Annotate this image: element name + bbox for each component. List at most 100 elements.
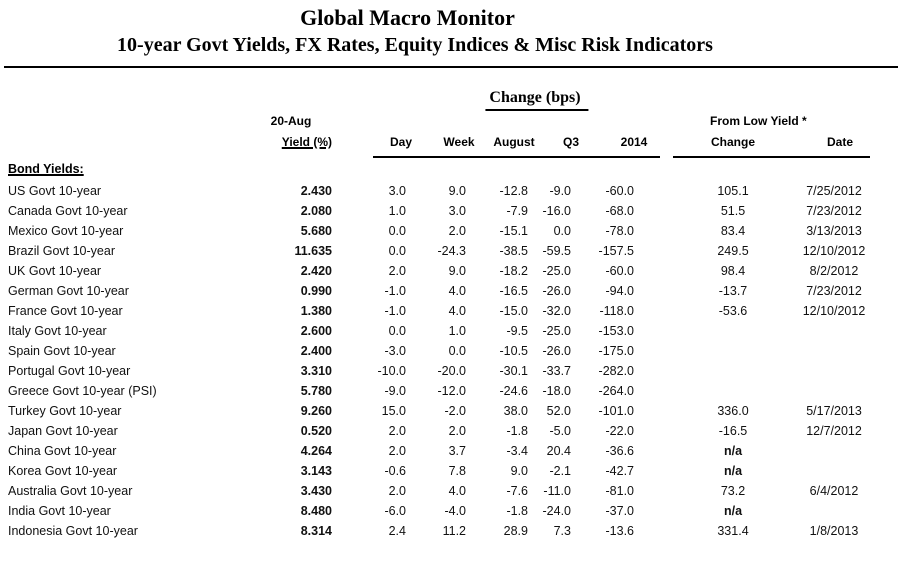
cell-week: 4.0 bbox=[448, 304, 466, 318]
cell-name: UK Govt 10-year bbox=[8, 264, 102, 278]
table-row: Australia Govt 10-year 3.430 2.0 4.0 -7.6 -11… bbox=[0, 481, 906, 501]
cell-yield: 9.260 bbox=[300, 404, 332, 418]
table-row: Portugal Govt 10-year 3.310 -10.0 -20.0 -30.… bbox=[0, 361, 906, 381]
cell-yield: 5.680 bbox=[300, 224, 332, 238]
cell-chg: 331.4 bbox=[717, 524, 749, 538]
cell-name: Canada Govt 10-year bbox=[8, 204, 128, 218]
cell-y2014: -264.0 bbox=[598, 384, 634, 398]
cell-week: 4.0 bbox=[448, 484, 466, 498]
cell-y2014: -60.0 bbox=[605, 264, 635, 278]
cell-date: 1/8/2013 bbox=[809, 524, 859, 538]
cell-chg: n/a bbox=[723, 444, 743, 458]
header-underline-change-group bbox=[373, 156, 660, 158]
cell-name: Italy Govt 10-year bbox=[8, 324, 107, 338]
col-header-change: Change bbox=[710, 135, 756, 149]
cell-week: 11.2 bbox=[442, 524, 466, 538]
cell-aug: -10.5 bbox=[499, 344, 529, 358]
cell-aug: 28.9 bbox=[503, 524, 528, 538]
cell-chg: -53.6 bbox=[718, 304, 748, 318]
col-header-date: Date bbox=[826, 135, 854, 149]
cell-y2014: -42.7 bbox=[605, 464, 635, 478]
cell-q3: -25.0 bbox=[542, 264, 572, 278]
col-header-q3: Q3 bbox=[562, 135, 580, 149]
cell-day: 1.0 bbox=[388, 204, 406, 218]
cell-y2014: -118.0 bbox=[599, 304, 634, 318]
cell-name: China Govt 10-year bbox=[8, 444, 117, 458]
cell-y2014: -94.0 bbox=[605, 284, 635, 298]
cell-week: 4.0 bbox=[448, 284, 466, 298]
cell-q3: -5.0 bbox=[549, 424, 571, 438]
cell-y2014: -22.0 bbox=[605, 424, 635, 438]
table-row: Mexico Govt 10-year 5.680 0.0 2.0 -15.1 0.0 -7… bbox=[0, 221, 906, 241]
cell-day: 3.0 bbox=[388, 184, 406, 198]
cell-day: 0.0 bbox=[388, 324, 406, 338]
cell-day: 15.0 bbox=[381, 404, 406, 418]
cell-y2014: -37.0 bbox=[605, 504, 635, 518]
cell-yield: 0.990 bbox=[300, 284, 332, 298]
cell-week: -2.0 bbox=[444, 404, 466, 418]
cell-q3: -24.0 bbox=[542, 504, 572, 518]
cell-y2014: -13.6 bbox=[605, 524, 635, 538]
cell-week: 0.0 bbox=[448, 344, 466, 358]
cell-y2014: -36.6 bbox=[605, 444, 635, 458]
cell-week: 7.8 bbox=[448, 464, 466, 478]
cell-y2014: -157.5 bbox=[598, 244, 634, 258]
cell-day: -10.0 bbox=[377, 364, 407, 378]
cell-date: 7/23/2012 bbox=[806, 204, 862, 218]
cell-q3: 0.0 bbox=[553, 224, 571, 238]
cell-yield: 1.380 bbox=[300, 304, 332, 318]
table-row: UK Govt 10-year 2.420 2.0 9.0 -18.2 -25.0 -60.… bbox=[0, 261, 906, 281]
cell-week: 3.0 bbox=[448, 204, 466, 218]
title-rule bbox=[4, 66, 898, 68]
cell-aug: -1.8 bbox=[506, 504, 528, 518]
col-header-2014: 2014 bbox=[620, 135, 648, 149]
yields-table: US Govt 10-year 2.430 3.0 9.0 -12.8 -9.0 -60.0… bbox=[0, 181, 906, 541]
cell-day: 2.0 bbox=[388, 424, 406, 438]
cell-day: -1.0 bbox=[384, 304, 406, 318]
col-header-august: August bbox=[493, 135, 535, 149]
cell-q3: -2.1 bbox=[549, 464, 571, 478]
cell-chg: -16.5 bbox=[718, 424, 748, 438]
cell-q3: -16.0 bbox=[542, 204, 572, 218]
cell-date: 8/2/2012 bbox=[809, 264, 859, 278]
cell-name: Japan Govt 10-year bbox=[8, 424, 118, 438]
cell-aug: -16.5 bbox=[499, 284, 529, 298]
cell-chg: 51.5 bbox=[720, 204, 746, 218]
cell-chg: 73.2 bbox=[720, 484, 746, 498]
col-header-week: Week bbox=[443, 135, 475, 149]
cell-aug: -15.1 bbox=[499, 224, 529, 238]
cell-day: -3.0 bbox=[384, 344, 406, 358]
header-underline-from-low-group bbox=[673, 156, 870, 158]
cell-aug: -7.9 bbox=[506, 204, 528, 218]
cell-week: 2.0 bbox=[448, 424, 466, 438]
cell-yield: 3.430 bbox=[300, 484, 332, 498]
table-row: Brazil Govt 10-year 11.635 0.0 -24.3 -38.5 -5… bbox=[0, 241, 906, 261]
cell-day: -6.0 bbox=[384, 504, 406, 518]
table-row: US Govt 10-year 2.430 3.0 9.0 -12.8 -9.0 -60.0… bbox=[0, 181, 906, 201]
cell-name: Portugal Govt 10-year bbox=[8, 364, 131, 378]
cell-date: 7/23/2012 bbox=[806, 284, 862, 298]
cell-day: -9.0 bbox=[384, 384, 406, 398]
cell-q3: 52.0 bbox=[546, 404, 571, 418]
cell-q3: -59.5 bbox=[542, 244, 572, 258]
cell-week: -20.0 bbox=[437, 364, 467, 378]
table-row: China Govt 10-year 4.264 2.0 3.7 -3.4 20.4 -36… bbox=[0, 441, 906, 461]
cell-date: 12/10/2012 bbox=[802, 304, 866, 318]
table-row: India Govt 10-year 8.480 -6.0 -4.0 -1.8 -24.0… bbox=[0, 501, 906, 521]
cell-yield: 11.635 bbox=[294, 244, 332, 258]
cell-name: Mexico Govt 10-year bbox=[8, 224, 124, 238]
cell-yield: 5.780 bbox=[300, 384, 332, 398]
cell-yield: 0.520 bbox=[300, 424, 332, 438]
cell-week: 1.0 bbox=[448, 324, 466, 338]
cell-week: -24.3 bbox=[437, 244, 467, 258]
cell-y2014: -282.0 bbox=[598, 364, 634, 378]
cell-week: -4.0 bbox=[444, 504, 466, 518]
cell-name: Turkey Govt 10-year bbox=[8, 404, 122, 418]
cell-name: Greece Govt 10-year (PSI) bbox=[8, 384, 157, 398]
cell-day: -0.6 bbox=[384, 464, 406, 478]
cell-day: 2.0 bbox=[388, 444, 406, 458]
cell-date: 3/13/2013 bbox=[806, 224, 862, 238]
cell-day: -1.0 bbox=[384, 284, 406, 298]
cell-date: 12/7/2012 bbox=[806, 424, 862, 438]
